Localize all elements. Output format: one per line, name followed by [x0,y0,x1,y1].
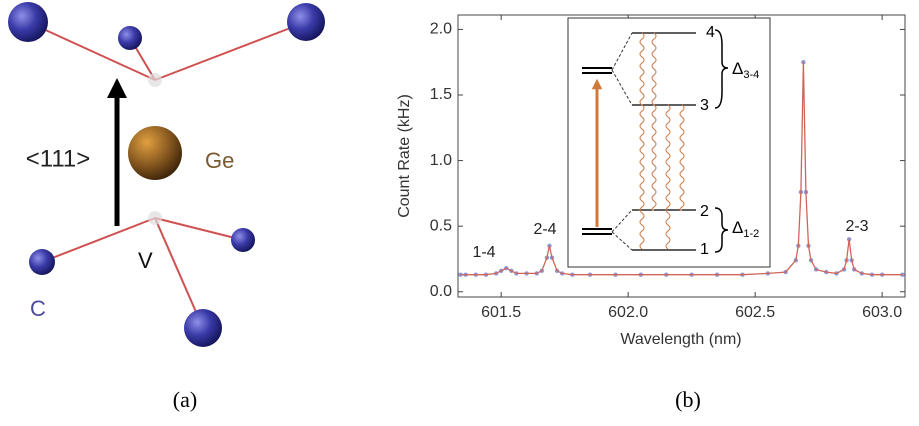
direction-label: <111> [26,145,91,172]
peak-label: 2-4 [533,221,556,238]
y-axis-label: Count Rate (kHz) [396,94,413,218]
dash [611,231,633,251]
spectrum-line [460,62,903,276]
vacancy [148,73,162,87]
peak-label: 1-4 [472,244,495,261]
transition [665,104,671,250]
peak-label: 2-3 [845,218,868,235]
x-tick-label: 602.0 [608,304,648,321]
splitting-label: Δ1-2 [732,218,759,239]
atom [231,228,255,252]
bond [154,21,307,81]
atom [29,249,55,275]
transition [639,32,645,250]
delta-index: 1-2 [743,228,759,240]
dash [611,32,633,71]
caption: (a) [173,387,197,412]
splitting-label: Δ3-4 [732,59,759,80]
bond [154,217,204,329]
vacancy [148,211,162,225]
dash [611,69,633,106]
bond [27,21,156,81]
y-tick-label: 0.0 [430,283,452,300]
structure [27,21,307,329]
level-label: 3 [700,97,709,114]
level-label: 2 [700,203,709,220]
y-tick-label: 0.5 [430,217,452,234]
atom [287,3,325,41]
x-tick-label: 602.5 [735,304,775,321]
ge-atom [128,126,182,180]
x-tick-label: 601.5 [481,304,521,321]
y-tick-label: 2.0 [430,21,452,38]
x-tick-label: 603.0 [862,304,902,321]
inset: 4 3 2 1 Δ3-4 Δ1-2 [567,17,771,268]
x-axis-label: Wavelength (nm) [620,331,741,348]
atom [118,26,142,50]
plot-frame [457,14,906,298]
level-label: 1 [700,241,709,258]
atom [184,309,222,347]
delta: Δ [732,59,743,78]
bond [154,217,244,241]
delta: Δ [732,218,743,237]
c-label: C [30,296,46,321]
caption: (b) [675,387,701,412]
atom [8,2,48,42]
ge-label: Ge [205,148,234,173]
v-label: V [138,248,153,273]
bond [41,217,156,263]
brace [714,207,729,253]
transition [679,104,685,211]
level-label: 4 [706,24,715,41]
delta-index: 3-4 [743,69,759,81]
y-tick-label: 1.5 [430,86,452,103]
brace [714,29,729,109]
transition [651,32,657,211]
y-tick-label: 1.0 [430,152,452,169]
